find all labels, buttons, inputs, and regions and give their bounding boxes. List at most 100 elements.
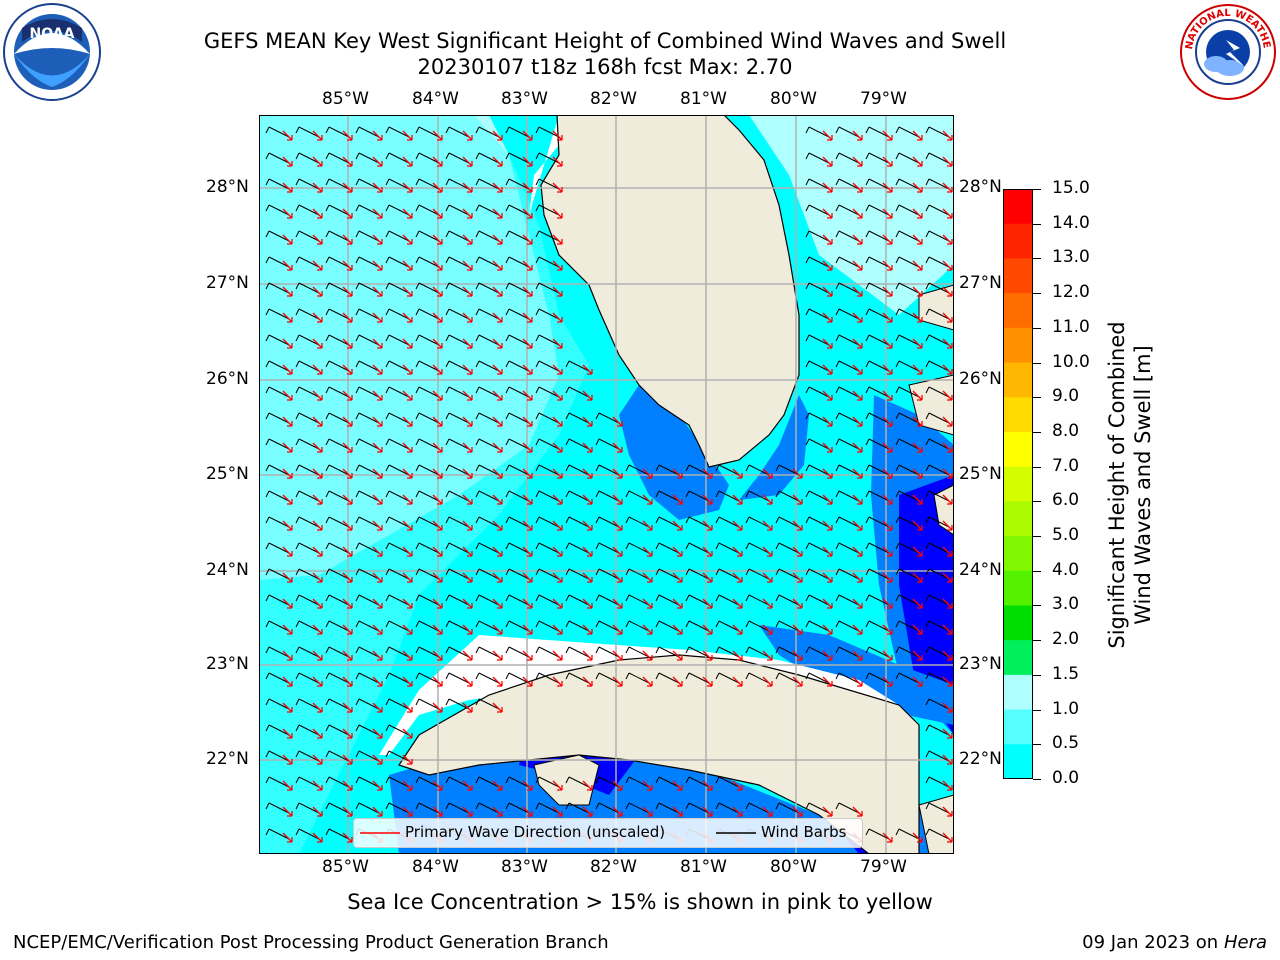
wind-barb bbox=[385, 776, 410, 788]
lon-label-top-81w: 81°W bbox=[680, 89, 727, 109]
wind-barb bbox=[865, 620, 890, 632]
wave-arrow bbox=[912, 572, 923, 583]
wave-arrow bbox=[372, 338, 383, 349]
wave-arrow bbox=[672, 624, 683, 635]
sea-ice-note: Sea Ice Concentration > 15% is shown in … bbox=[347, 890, 933, 914]
wind-barb bbox=[265, 828, 290, 840]
wave-arrow bbox=[852, 520, 863, 531]
wind-barb bbox=[505, 516, 530, 528]
wave-arrow bbox=[582, 416, 593, 427]
wave-arrow bbox=[342, 780, 353, 791]
wind-barb bbox=[595, 490, 620, 502]
wind-barb bbox=[535, 646, 560, 658]
wind-barb bbox=[835, 516, 860, 528]
colorbar-tick-label: 13.0 bbox=[1052, 247, 1090, 268]
wind-barb bbox=[415, 490, 440, 502]
wind-barb bbox=[325, 828, 350, 840]
colorbar-tick bbox=[1033, 223, 1041, 225]
wind-barb bbox=[295, 568, 320, 580]
wave-arrow bbox=[822, 806, 833, 817]
wave-arrow bbox=[942, 468, 953, 479]
wave-arrow bbox=[582, 780, 593, 791]
wave-arrow bbox=[402, 338, 413, 349]
wind-barb bbox=[535, 672, 560, 684]
colorbar-tick bbox=[1033, 293, 1041, 295]
wind-barb bbox=[625, 620, 650, 632]
wave-arrow bbox=[402, 754, 413, 765]
wave-arrow bbox=[312, 598, 323, 609]
wind-barb bbox=[865, 438, 890, 450]
wave-arrow bbox=[552, 598, 563, 609]
wind-barb bbox=[355, 360, 380, 372]
wind-barb bbox=[685, 542, 710, 554]
colorbar-segment bbox=[1003, 640, 1033, 676]
wind-barb bbox=[535, 438, 560, 450]
wave-arrow bbox=[492, 546, 503, 557]
wind-barb bbox=[295, 802, 320, 814]
wave-arrow bbox=[342, 182, 353, 193]
wind-barb bbox=[535, 204, 560, 216]
wind-barb bbox=[535, 360, 560, 372]
wave-arrow bbox=[792, 624, 803, 635]
wave-arrow bbox=[882, 468, 893, 479]
wind-barb bbox=[385, 204, 410, 216]
wind-barb bbox=[445, 542, 470, 554]
wind-barb bbox=[865, 204, 890, 216]
wind-barb bbox=[835, 178, 860, 190]
wind-barb bbox=[655, 672, 680, 684]
wave-arrow bbox=[402, 546, 413, 557]
wind-barb bbox=[445, 490, 470, 502]
wave-arrow bbox=[552, 156, 563, 167]
wind-barb bbox=[445, 516, 470, 528]
wind-barb bbox=[505, 672, 530, 684]
wind-barb bbox=[685, 464, 710, 476]
wave-arrow bbox=[432, 520, 443, 531]
wave-height-band-1.5-2 bbox=[259, 115, 589, 854]
wind-barb bbox=[295, 620, 320, 632]
wave-arrow bbox=[882, 364, 893, 375]
wave-arrow bbox=[462, 624, 473, 635]
wave-arrow bbox=[612, 650, 623, 661]
wave-arrow bbox=[582, 494, 593, 505]
wave-arrow bbox=[612, 676, 623, 687]
wave-arrow bbox=[852, 364, 863, 375]
wave-arrow bbox=[672, 546, 683, 557]
wave-arrow bbox=[732, 806, 743, 817]
wind-barb bbox=[415, 230, 440, 242]
wave-arrow bbox=[642, 806, 653, 817]
wind-barb bbox=[385, 490, 410, 502]
wave-arrow bbox=[852, 494, 863, 505]
wind-barb bbox=[805, 204, 830, 216]
wind-barb bbox=[265, 672, 290, 684]
wave-arrow bbox=[612, 442, 623, 453]
wave-arrow bbox=[822, 208, 833, 219]
wind-barb bbox=[895, 126, 920, 138]
wind-barb bbox=[415, 672, 440, 684]
wind-barb bbox=[505, 334, 530, 346]
lat-label-right-28n: 28°N bbox=[959, 177, 1002, 197]
wave-arrow bbox=[282, 572, 293, 583]
wind-barb bbox=[865, 152, 890, 164]
wind-barb bbox=[595, 646, 620, 658]
wind-barb bbox=[775, 802, 800, 814]
wave-arrow bbox=[492, 598, 503, 609]
wave-arrow bbox=[492, 130, 503, 141]
wave-arrow bbox=[372, 728, 383, 739]
wave-arrow bbox=[312, 286, 323, 297]
wave-arrow bbox=[822, 182, 833, 193]
wind-barb bbox=[355, 516, 380, 528]
colorbar-tick-label: 7.0 bbox=[1052, 455, 1080, 476]
wind-barb bbox=[865, 282, 890, 294]
wind-barb bbox=[265, 646, 290, 658]
wave-arrow bbox=[672, 676, 683, 687]
wave-arrow bbox=[402, 208, 413, 219]
colorbar-title: Significant Height of Combined Wind Wave… bbox=[1104, 225, 1156, 745]
wave-arrow bbox=[582, 442, 593, 453]
wave-arrow bbox=[762, 806, 773, 817]
wave-arrow bbox=[312, 650, 323, 661]
wind-barb bbox=[805, 152, 830, 164]
colorbar-segment bbox=[1003, 223, 1033, 259]
wind-barb bbox=[415, 516, 440, 528]
wind-barb bbox=[835, 568, 860, 580]
wave-arrow bbox=[492, 442, 503, 453]
